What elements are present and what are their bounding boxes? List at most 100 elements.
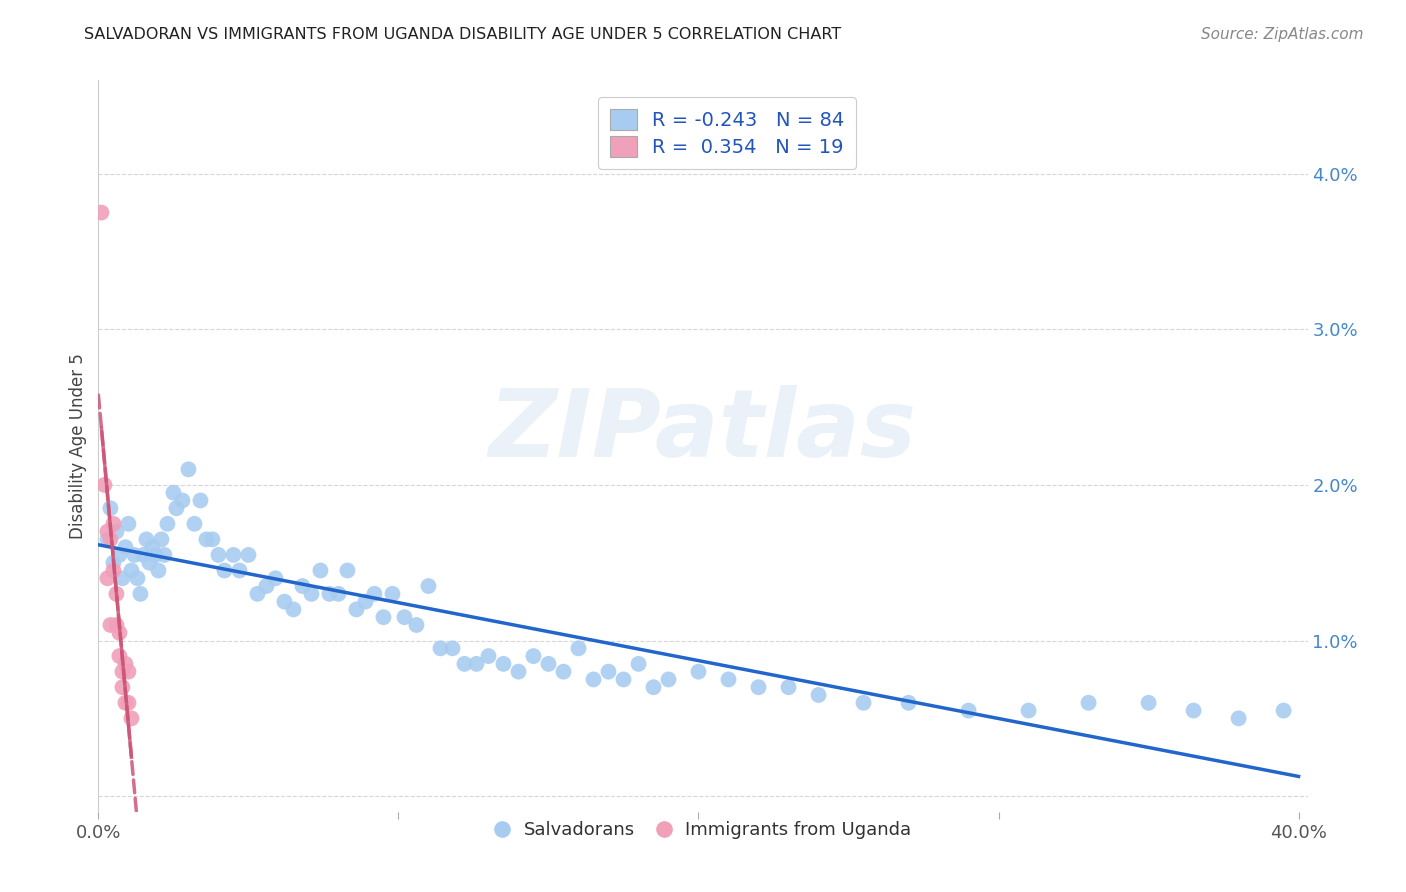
Point <box>228 564 250 578</box>
Point <box>96 571 118 585</box>
Point <box>336 564 359 578</box>
Point <box>120 711 142 725</box>
Point <box>283 602 305 616</box>
Point <box>111 680 134 694</box>
Point <box>852 696 875 710</box>
Point <box>222 548 245 562</box>
Point <box>103 556 125 570</box>
Point <box>717 673 740 687</box>
Point <box>453 657 475 671</box>
Point <box>111 665 134 679</box>
Point <box>114 540 136 554</box>
Point <box>318 587 340 601</box>
Point <box>214 564 236 578</box>
Point <box>747 680 769 694</box>
Point <box>108 625 131 640</box>
Point <box>148 564 170 578</box>
Point <box>103 516 125 531</box>
Point <box>138 556 160 570</box>
Point <box>301 587 323 601</box>
Point <box>553 665 575 679</box>
Point <box>264 571 287 585</box>
Point <box>537 657 560 671</box>
Point <box>117 696 139 710</box>
Point <box>172 493 194 508</box>
Point <box>328 587 350 601</box>
Point <box>957 704 980 718</box>
Point <box>117 665 139 679</box>
Point <box>111 571 134 585</box>
Point <box>150 533 173 547</box>
Y-axis label: Disability Age Under 5: Disability Age Under 5 <box>69 353 87 539</box>
Point <box>108 548 131 562</box>
Point <box>405 618 427 632</box>
Point <box>465 657 488 671</box>
Point <box>363 587 385 601</box>
Text: SALVADORAN VS IMMIGRANTS FROM UGANDA DISABILITY AGE UNDER 5 CORRELATION CHART: SALVADORAN VS IMMIGRANTS FROM UGANDA DIS… <box>84 27 842 42</box>
Point <box>567 641 589 656</box>
Point <box>120 564 142 578</box>
Point <box>429 641 451 656</box>
Point <box>1077 696 1099 710</box>
Point <box>114 696 136 710</box>
Point <box>807 688 830 702</box>
Point <box>135 533 157 547</box>
Point <box>582 673 605 687</box>
Point <box>183 516 205 531</box>
Point <box>897 696 920 710</box>
Point <box>309 564 332 578</box>
Point <box>90 205 112 219</box>
Point <box>108 649 131 664</box>
Point <box>117 516 139 531</box>
Point <box>177 462 200 476</box>
Point <box>103 564 125 578</box>
Point <box>346 602 368 616</box>
Point <box>657 673 679 687</box>
Point <box>100 501 122 516</box>
Point <box>96 524 118 539</box>
Point <box>201 533 224 547</box>
Point <box>96 533 118 547</box>
Point <box>1182 704 1205 718</box>
Point <box>195 533 218 547</box>
Point <box>256 579 278 593</box>
Text: ZIPatlas: ZIPatlas <box>489 385 917 477</box>
Point <box>246 587 269 601</box>
Point <box>492 657 515 671</box>
Point <box>105 587 128 601</box>
Point <box>643 680 665 694</box>
Point <box>291 579 314 593</box>
Point <box>354 594 377 608</box>
Point <box>627 657 650 671</box>
Point <box>373 610 395 624</box>
Point <box>418 579 440 593</box>
Point <box>132 548 155 562</box>
Point <box>273 594 295 608</box>
Point <box>1137 696 1160 710</box>
Point <box>145 548 167 562</box>
Point <box>1272 704 1295 718</box>
Point <box>165 501 187 516</box>
Point <box>612 673 634 687</box>
Point <box>778 680 800 694</box>
Point <box>1227 711 1250 725</box>
Point <box>522 649 544 664</box>
Point <box>156 516 179 531</box>
Point <box>1018 704 1040 718</box>
Point <box>162 485 184 500</box>
Point <box>441 641 464 656</box>
Text: Source: ZipAtlas.com: Source: ZipAtlas.com <box>1201 27 1364 42</box>
Point <box>238 548 260 562</box>
Legend: Salvadorans, Immigrants from Uganda: Salvadorans, Immigrants from Uganda <box>488 814 918 847</box>
Point <box>598 665 620 679</box>
Point <box>394 610 416 624</box>
Point <box>477 649 499 664</box>
Point <box>153 548 176 562</box>
Point <box>124 548 146 562</box>
Point <box>508 665 530 679</box>
Point <box>105 618 128 632</box>
Point <box>141 540 163 554</box>
Point <box>114 657 136 671</box>
Point <box>207 548 229 562</box>
Point <box>190 493 212 508</box>
